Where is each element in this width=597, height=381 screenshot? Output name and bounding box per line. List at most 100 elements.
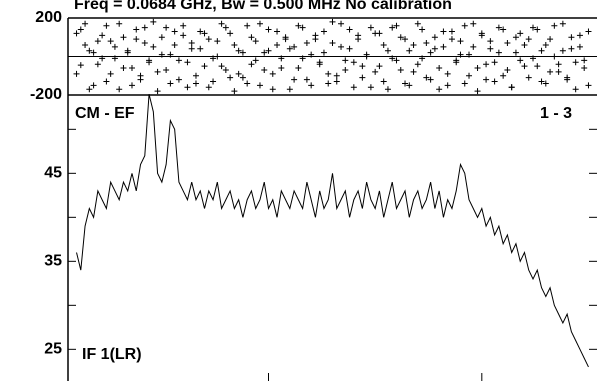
phase-point bbox=[218, 20, 225, 27]
phase-point bbox=[380, 41, 387, 48]
phase-point bbox=[389, 55, 396, 62]
phase-point bbox=[495, 24, 502, 31]
phase-point bbox=[338, 43, 345, 50]
phase-point bbox=[154, 88, 161, 95]
phase-point bbox=[244, 22, 251, 29]
phase-point bbox=[461, 22, 468, 29]
phase-point bbox=[363, 51, 370, 58]
phase-point bbox=[94, 61, 101, 68]
phase-point bbox=[197, 28, 204, 35]
phase-point bbox=[150, 43, 157, 50]
phase-point bbox=[500, 72, 507, 79]
phase-point bbox=[466, 51, 473, 58]
phase-point bbox=[295, 65, 302, 72]
phase-point bbox=[77, 26, 84, 33]
phase-point bbox=[274, 28, 281, 35]
phase-point bbox=[461, 80, 468, 87]
phase-point bbox=[538, 47, 545, 54]
phase-point bbox=[372, 30, 379, 37]
phase-point bbox=[559, 47, 566, 54]
phase-point bbox=[410, 68, 417, 75]
phase-point bbox=[559, 20, 566, 27]
phase-point bbox=[427, 76, 434, 83]
amplitude-line bbox=[76, 94, 589, 368]
phase-point bbox=[359, 63, 366, 70]
phase-point bbox=[278, 65, 285, 72]
phase-point bbox=[167, 80, 174, 87]
phase-point bbox=[521, 63, 528, 70]
phase-point bbox=[252, 57, 259, 64]
phase-point bbox=[73, 30, 80, 37]
phase-point bbox=[256, 20, 263, 27]
phase-point bbox=[192, 72, 199, 79]
phase-point bbox=[141, 24, 148, 31]
phase-point bbox=[470, 20, 477, 27]
phase-point bbox=[491, 78, 498, 85]
phase-point bbox=[423, 74, 430, 81]
phase-point bbox=[175, 57, 182, 64]
phase-point bbox=[133, 36, 140, 43]
phase-point bbox=[239, 49, 246, 56]
phase-point bbox=[542, 80, 549, 87]
phase-point bbox=[359, 74, 366, 81]
phase-point bbox=[572, 59, 579, 66]
phase-point bbox=[214, 53, 221, 60]
phase-point bbox=[466, 72, 473, 79]
phase-point bbox=[205, 84, 212, 91]
phase-point bbox=[158, 51, 165, 58]
phase-point bbox=[393, 22, 400, 29]
phase-point bbox=[265, 47, 272, 54]
phase-point bbox=[248, 61, 255, 68]
phase-point bbox=[419, 55, 426, 62]
phase-point bbox=[487, 45, 494, 52]
phase-point bbox=[547, 36, 554, 43]
phase-point bbox=[581, 65, 588, 72]
phase-point bbox=[244, 80, 251, 87]
phase-point bbox=[495, 49, 502, 56]
phase-point bbox=[440, 28, 447, 35]
phase-point bbox=[214, 38, 221, 45]
phase-point bbox=[274, 41, 281, 48]
phase-point bbox=[521, 41, 528, 48]
phase-point bbox=[227, 74, 234, 81]
phase-point bbox=[491, 59, 498, 66]
phase-point bbox=[346, 26, 353, 33]
phase-point bbox=[427, 49, 434, 56]
phase-point bbox=[372, 68, 379, 75]
phase-point bbox=[530, 24, 537, 31]
phase-point bbox=[278, 55, 285, 62]
phase-point bbox=[128, 65, 135, 72]
phase-point bbox=[197, 45, 204, 52]
phase-point bbox=[508, 84, 515, 91]
phase-point bbox=[414, 61, 421, 68]
phase-point bbox=[192, 80, 199, 87]
phase-point bbox=[201, 30, 208, 37]
if-label: IF 1(LR) bbox=[82, 346, 142, 363]
phase-point bbox=[444, 82, 451, 89]
phase-point bbox=[299, 55, 306, 62]
phase-point bbox=[547, 68, 554, 75]
phase-point bbox=[431, 45, 438, 52]
phase-point bbox=[180, 22, 187, 29]
phase-point bbox=[568, 34, 575, 41]
panel-label: 1 - 3 bbox=[540, 105, 572, 122]
phase-point bbox=[525, 36, 532, 43]
phase-point bbox=[534, 26, 541, 33]
phase-point bbox=[551, 22, 558, 29]
phase-point bbox=[551, 53, 558, 60]
phase-point bbox=[158, 34, 165, 41]
phase-point bbox=[256, 82, 263, 89]
phase-point bbox=[235, 70, 242, 77]
phase-point bbox=[355, 36, 362, 43]
phase-point bbox=[90, 82, 97, 89]
phase-point bbox=[171, 41, 178, 48]
phase-point bbox=[517, 57, 524, 64]
phase-point bbox=[291, 43, 298, 50]
phase-point bbox=[295, 22, 302, 29]
phase-point bbox=[402, 36, 409, 43]
phase-point bbox=[252, 38, 259, 45]
phase-point bbox=[380, 78, 387, 85]
phase-point bbox=[180, 32, 187, 39]
phase-point bbox=[171, 28, 178, 35]
